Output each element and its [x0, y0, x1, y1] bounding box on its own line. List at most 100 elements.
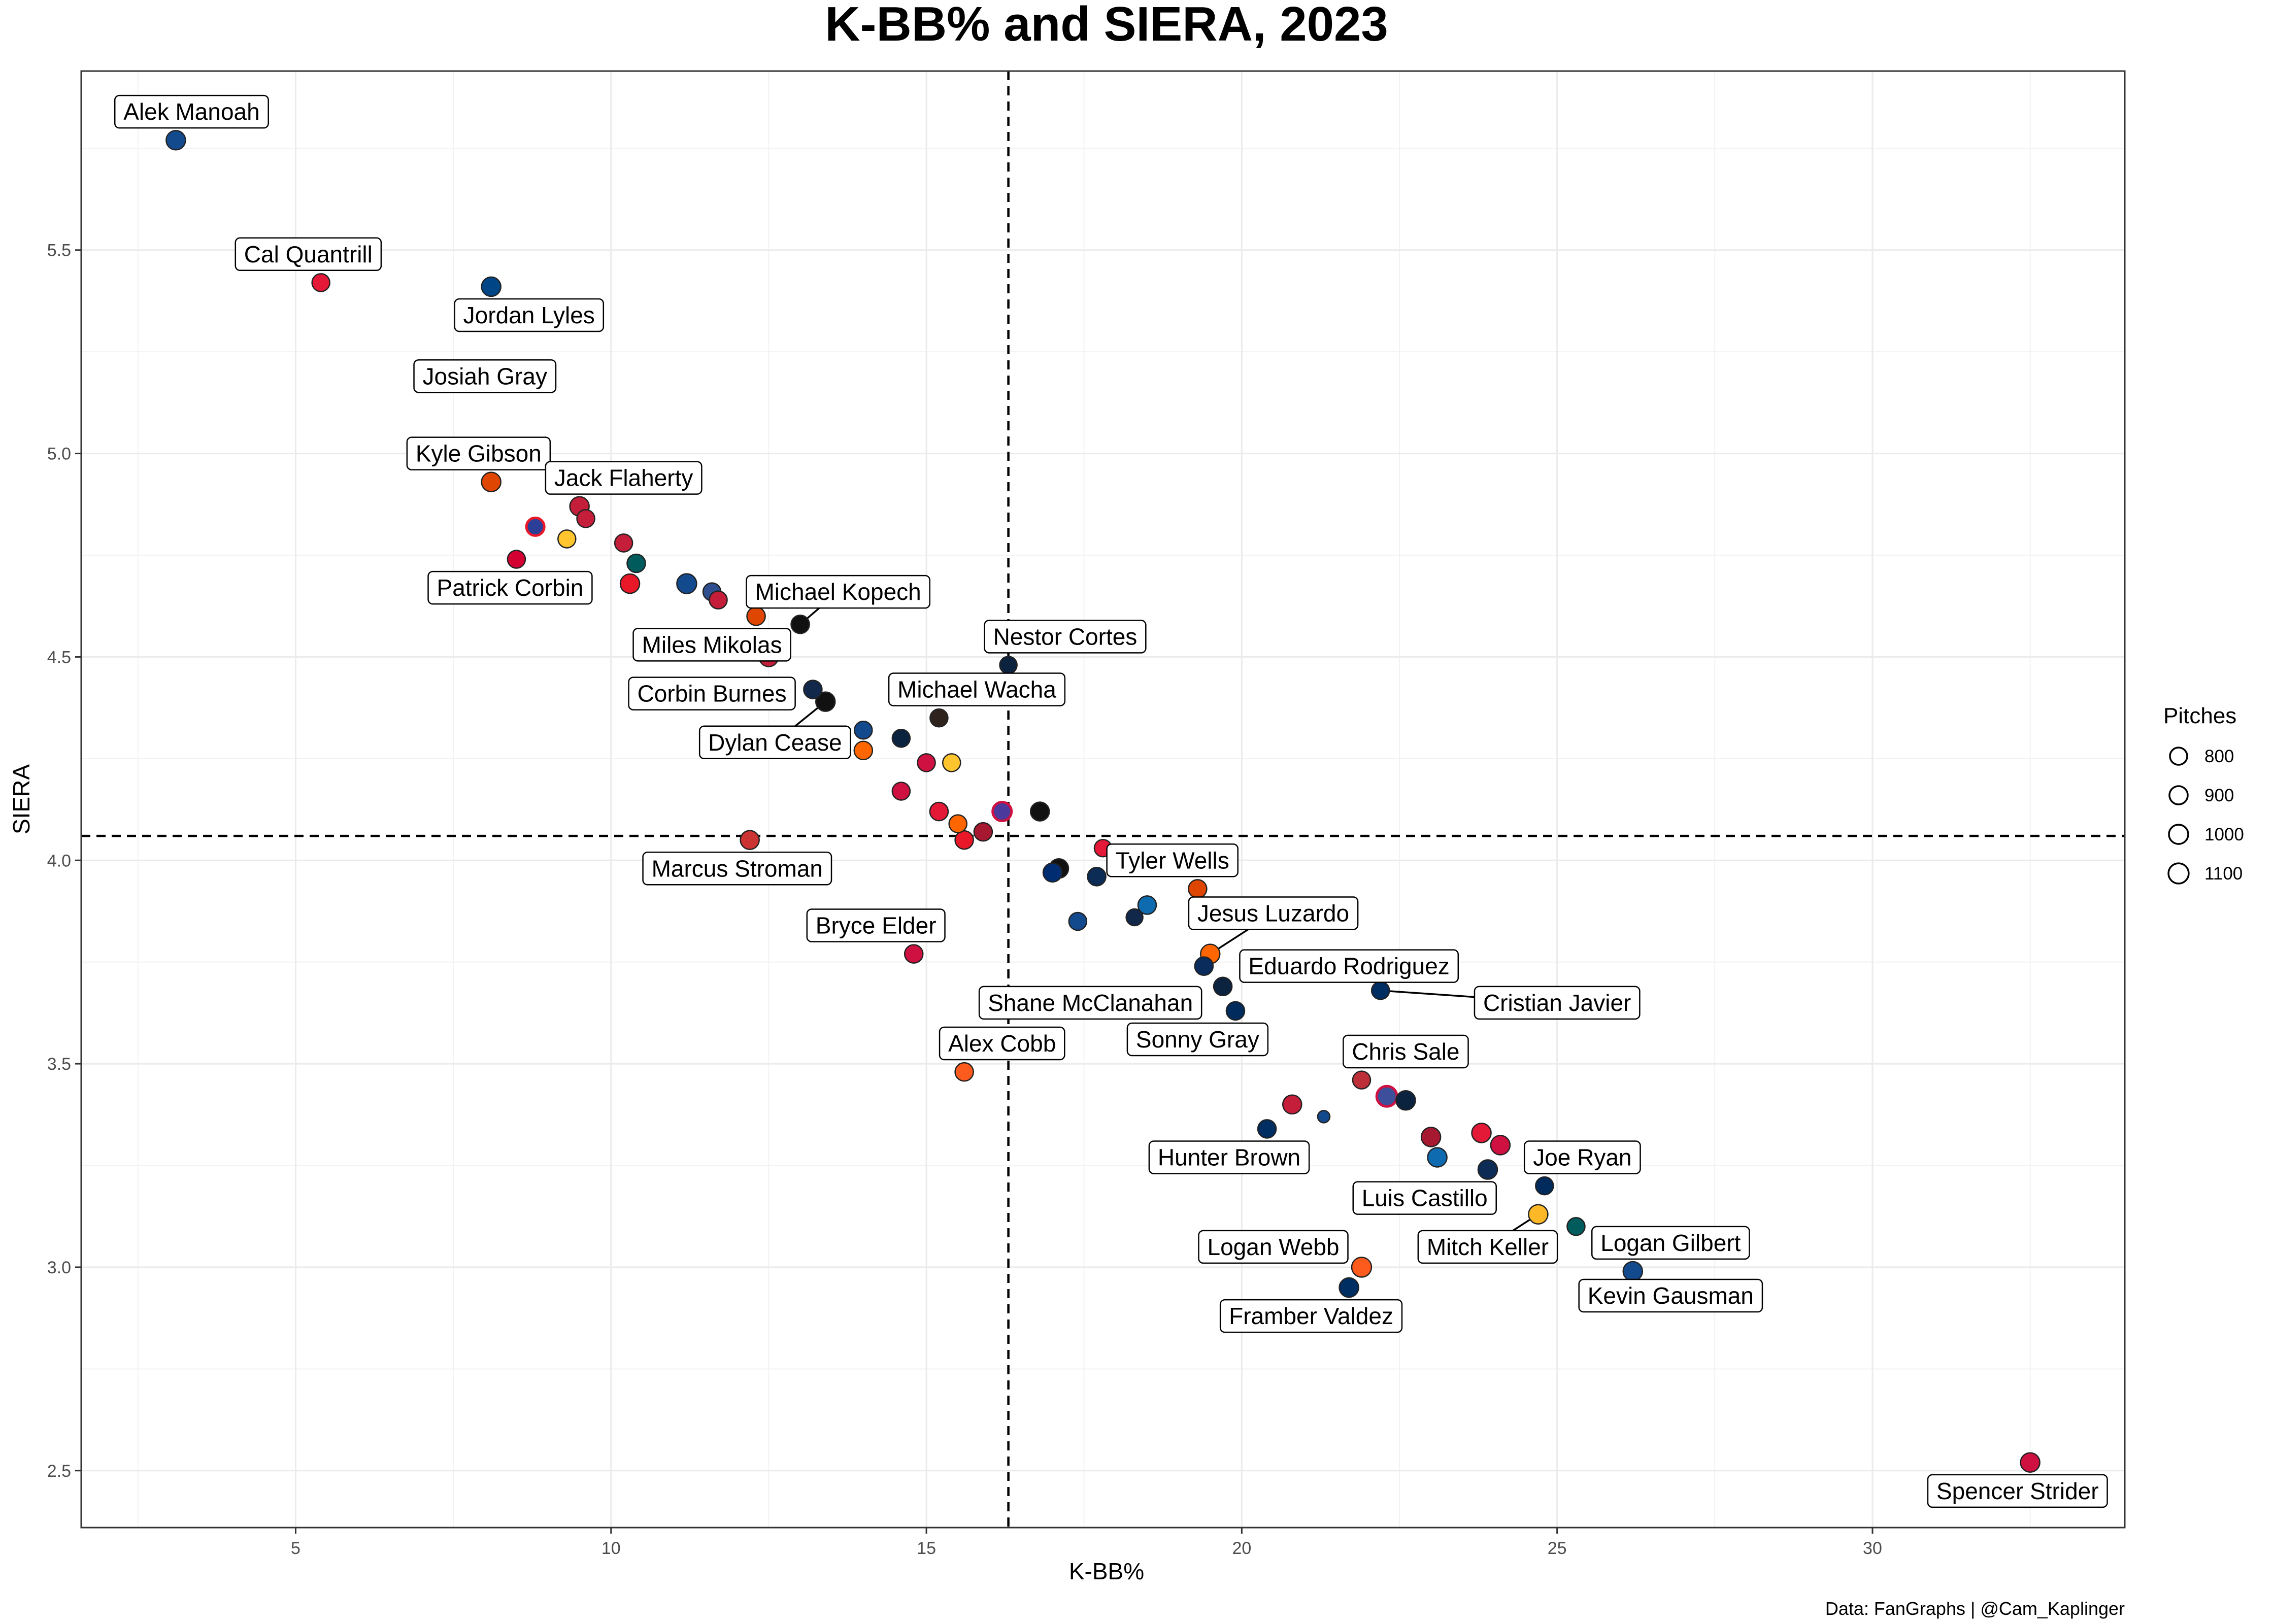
label-text: Framber Valdez: [1229, 1303, 1393, 1329]
label-text: Chris Sale: [1352, 1038, 1459, 1065]
data-point: [525, 516, 546, 537]
data-point: [815, 691, 836, 712]
point-label: Tyler Wells: [1106, 843, 1239, 877]
label-text: Marcus Stroman: [652, 855, 823, 882]
point-label: Alex Cobb: [939, 1026, 1065, 1061]
chart-title: K-BB% and SIERA, 2023: [825, 0, 1388, 51]
label-box: [1523, 1140, 1641, 1174]
label-text: Spencer Strider: [1936, 1478, 2099, 1504]
legend-label: 1000: [2204, 825, 2244, 844]
data-point: [1490, 1135, 1511, 1156]
data-point: [954, 830, 974, 850]
data-point: [1339, 1277, 1359, 1298]
label-box: [1927, 1474, 2108, 1508]
reference-lines: [81, 71, 2125, 1528]
point-label: Jordan Lyles: [454, 298, 605, 332]
data-point: [1420, 1127, 1442, 1147]
data-point: [709, 590, 728, 610]
point-label: Dylan Cease: [698, 725, 851, 760]
label-text: Joe Ryan: [1533, 1144, 1631, 1170]
label-text: Shane McClanahan: [988, 990, 1193, 1016]
data-point: [929, 708, 949, 728]
label-text: Eduardo Rodriguez: [1248, 953, 1449, 979]
major-gridlines: [81, 71, 2125, 1528]
point-label: Cristian Javier: [1474, 986, 1641, 1020]
data-point: [1188, 879, 1208, 899]
data-point: [746, 606, 766, 626]
data-point: [1087, 867, 1107, 887]
label-box: [1188, 896, 1359, 930]
y-tick-label: 5.5: [47, 241, 71, 260]
data-point: [999, 656, 1018, 674]
data-point: [1427, 1147, 1448, 1168]
point-label: Eduardo Rodriguez: [1239, 949, 1459, 983]
data-point: [1257, 1119, 1277, 1139]
data-point: [1622, 1261, 1644, 1282]
label-text: Corbin Burnes: [638, 681, 787, 707]
label-text: Alek Manoah: [123, 98, 260, 125]
data-point: [1194, 956, 1214, 976]
label-text: Bryce Elder: [816, 912, 937, 939]
point-label: Hunter Brown: [1148, 1140, 1310, 1174]
legend-key-circle: [2167, 862, 2190, 885]
label-box: [114, 94, 269, 129]
data-point: [917, 753, 936, 772]
point-label: Corbin Burnes: [628, 676, 796, 710]
data-point: [1352, 1070, 1372, 1090]
label-text: Logan Gilbert: [1600, 1230, 1741, 1256]
label-box: [698, 725, 851, 760]
point-label: Spencer Strider: [1927, 1474, 2108, 1508]
label-box: [406, 436, 551, 470]
label-box: [1148, 1140, 1310, 1174]
data-point: [1029, 801, 1050, 822]
x-axis-title: K-BB%: [1069, 1558, 1144, 1584]
label-box: [427, 570, 593, 605]
point-label: Cal Quantrill: [235, 237, 382, 272]
point-label: Josiah Gray: [413, 359, 557, 393]
point-label: Kyle Gibson: [406, 436, 551, 470]
label-box: [1474, 986, 1641, 1020]
data-point: [1317, 1110, 1331, 1124]
label-box: [454, 298, 605, 332]
x-axis-ticks: 5 10 15 20 25 30: [291, 1528, 1882, 1558]
data-point: [1225, 1001, 1246, 1021]
y-tick-label: 5.0: [47, 445, 71, 464]
data-point: [1068, 911, 1088, 931]
x-tick-label: 15: [917, 1539, 936, 1558]
label-box: [235, 237, 382, 272]
data-point: [929, 801, 949, 822]
point-labels: Alek Manoah Cal Quantrill Jordan Lyles Josi…: [114, 94, 2108, 1508]
point-label: Jesus Luzardo: [1188, 896, 1359, 930]
label-text: Nestor Cortes: [993, 623, 1138, 650]
data-point: [740, 830, 760, 850]
data-point: [942, 753, 961, 772]
data-point: [1042, 862, 1063, 883]
label-box: [1352, 1181, 1497, 1215]
data-point: [1471, 1123, 1492, 1143]
data-point: [948, 814, 967, 833]
point-label: Bryce Elder: [806, 908, 946, 942]
label-text: Miles Mikolas: [642, 631, 782, 658]
label-box: [1126, 1022, 1269, 1057]
label-box: [746, 574, 931, 609]
data-point: [1137, 895, 1157, 915]
data-point: [1375, 1085, 1398, 1108]
minor-gridlines: [81, 71, 2125, 1528]
plot-background: [81, 71, 2125, 1528]
point-label: Luis Castillo: [1352, 1181, 1497, 1215]
data-point: [1528, 1204, 1549, 1225]
point-label: Jack Flaherty: [545, 461, 703, 495]
label-box: [939, 1026, 1065, 1061]
point-label: Framber Valdez: [1219, 1299, 1403, 1333]
label-text: Sonny Gray: [1136, 1026, 1259, 1053]
label-box: [1578, 1278, 1763, 1313]
label-text: Cal Quantrill: [244, 241, 373, 267]
data-point: [507, 550, 526, 569]
label-text: Logan Webb: [1207, 1234, 1339, 1260]
data-point: [790, 614, 810, 634]
data-point: [1566, 1216, 1586, 1236]
label-text: Josiah Gray: [423, 363, 547, 389]
x-tick-label: 5: [291, 1539, 300, 1558]
label-box: [1417, 1230, 1558, 1264]
x-tick-label: 10: [601, 1539, 621, 1558]
